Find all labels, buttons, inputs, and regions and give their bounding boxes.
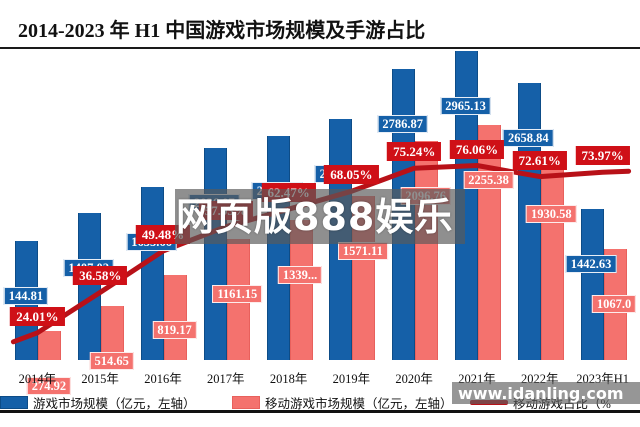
bar-value-label: 1161.15 [212, 284, 263, 303]
bar-value-label: 144.81 [3, 286, 49, 305]
legend-label: 移动游戏市场规模（亿元，左轴） [265, 397, 453, 411]
bar-value-label: 1339... [277, 266, 323, 285]
bar-value-label: 1067.0 [591, 294, 637, 313]
bar-value-label: 1930.58 [525, 204, 577, 223]
bar-value-label: 1442.63 [565, 255, 617, 274]
x-axis-line [0, 410, 640, 413]
x-axis-tick: 2019年 [332, 372, 371, 386]
bar-mobile-market-size [164, 274, 187, 360]
legend-item: 移动游戏市场规模（亿元，左轴） [232, 393, 453, 412]
bar-mobile-market-size [38, 331, 62, 360]
bar-value-label: 514.65 [89, 352, 134, 371]
center-watermark-band [175, 189, 465, 244]
bar-mobile-market-size [289, 220, 313, 360]
x-axis-tick: 2020年 [395, 372, 433, 386]
x-axis-tick: 2018年 [269, 372, 308, 386]
title-area: 2014-2023 年 H1 中国游戏市场规模及手游占比 [0, 14, 640, 46]
bar-value-label: 2786.87 [377, 115, 428, 134]
percentage-label: 68.05% [324, 165, 379, 185]
x-axis-tick: 2017年 [207, 372, 245, 386]
bar-market-size [78, 213, 102, 360]
percentage-label: 76.06% [449, 139, 505, 159]
bar-value-label: 1571.11 [337, 242, 388, 261]
bottom-watermark-band [452, 382, 640, 404]
legend-item: 游戏市场规模（亿元，左轴） [0, 393, 196, 412]
bar-market-size [580, 209, 604, 360]
title-divider [0, 47, 640, 49]
bottom-watermark-text: www.idanling.com [458, 384, 624, 403]
percentage-label: 73.97% [575, 146, 630, 166]
bar-mobile-market-size [101, 306, 125, 360]
plot-area: 144.81274.921407.02514.651655.66819.1720… [0, 50, 640, 413]
page-title: 2014-2023 年 H1 中国游戏市场规模及手游占比 [18, 20, 426, 42]
bar-value-label: 2255.38 [463, 170, 514, 189]
legend-square-icon [0, 396, 28, 409]
center-watermark-text: 网页版888娱乐 [176, 195, 454, 239]
bar-value-label: 2965.13 [440, 96, 491, 115]
percentage-label: 75.24% [387, 142, 442, 162]
percentage-label: 36.58% [73, 266, 128, 286]
bar-value-label: 274.92 [26, 377, 72, 396]
legend-label: 游戏市场规模（亿元，左轴） [33, 397, 196, 411]
x-axis-tick: 2016年 [144, 372, 182, 386]
legend-square-icon [232, 396, 260, 409]
x-axis-tick: 2014年 [18, 372, 57, 386]
percentage-label: 72.61% [512, 150, 567, 170]
percentage-label: 24.01% [10, 306, 65, 326]
bar-value-label: 819.17 [152, 320, 197, 339]
bar-value-label: 2658.84 [502, 128, 554, 147]
x-axis-tick: 2015年 [81, 372, 119, 386]
